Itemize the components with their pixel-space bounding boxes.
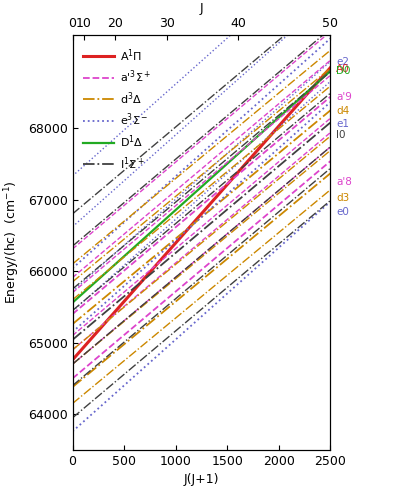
Text: e0: e0 [336,208,349,218]
Text: d3: d3 [336,193,349,203]
Text: e2: e2 [336,57,349,67]
Text: a'9: a'9 [336,92,352,102]
Text: a'8: a'8 [336,178,352,188]
Text: I0: I0 [336,130,345,140]
Text: d4: d4 [336,106,349,116]
Text: A0: A0 [336,64,350,74]
X-axis label: J: J [200,2,203,15]
Y-axis label: Energy/(hc)  (cm$^{-1}$): Energy/(hc) (cm$^{-1}$) [3,180,22,304]
Text: e1: e1 [336,118,349,128]
X-axis label: J(J+1): J(J+1) [184,474,219,486]
Legend: A$^1\Pi$, a$'^3\Sigma^+$, d$^3\Delta$, e$^3\Sigma^-$, D$^1\Delta$, I$^1\Sigma^+$: A$^1\Pi$, a$'^3\Sigma^+$, d$^3\Delta$, e… [81,44,153,174]
Text: D0: D0 [336,66,351,76]
